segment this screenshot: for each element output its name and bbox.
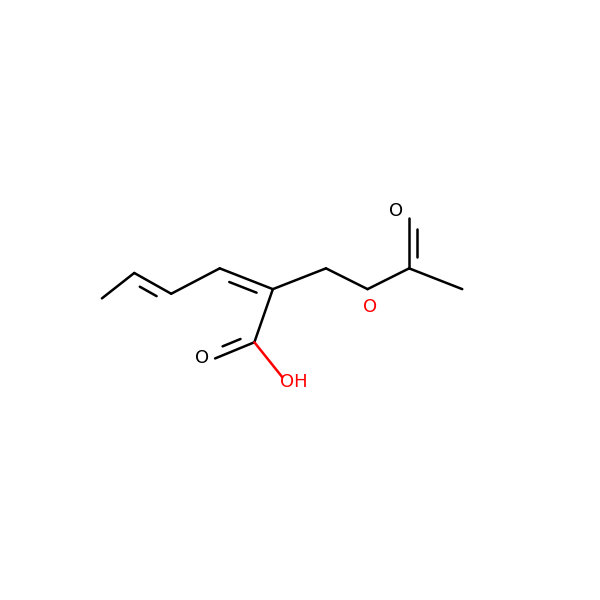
Text: OH: OH: [280, 373, 307, 391]
Text: O: O: [195, 349, 209, 367]
Text: O: O: [389, 202, 403, 220]
Text: O: O: [363, 298, 377, 316]
